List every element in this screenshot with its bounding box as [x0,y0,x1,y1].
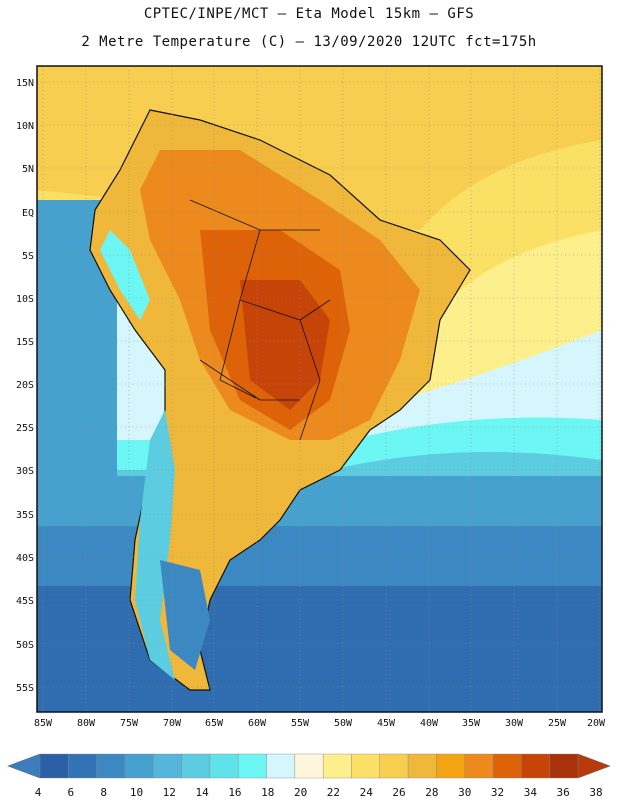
colorbar-label: 20 [294,786,307,799]
lon-label: 50W [334,718,353,729]
lat-label: 25S [16,423,34,434]
latitude-labels: 15N 10N 5N EQ 5S 10S 15S 20S 25S 30S 35S… [16,78,34,694]
colorbar-right-triangle [577,753,611,779]
colorbar-swatch [294,753,324,779]
lat-label: 15S [16,337,34,348]
lat-label: 45S [16,596,34,607]
map-frame [36,65,603,713]
colorbar-label: 30 [458,786,471,799]
lat-label: 20S [16,380,34,391]
colorbar-label: 14 [195,786,209,799]
lon-label: 55W [291,718,310,729]
colorbar-label: 22 [327,786,340,799]
colorbar-label: 18 [261,786,274,799]
colorbar-swatch [492,753,522,779]
lon-label: 80W [77,718,96,729]
patagonia-cold [160,560,210,670]
lat-label: EQ [22,208,34,219]
colorbar-swatch [181,753,211,779]
lon-label: 65W [205,718,224,729]
lat-label: 50S [16,640,34,651]
colorbar-swatch [96,753,126,779]
colorbar-swatch [464,753,494,779]
lat-label: 5S [22,251,34,262]
title-line-1: CPTEC/INPE/MCT – Eta Model 15km – GFS [143,6,475,22]
lon-label: 30W [505,718,524,729]
colorbar-swatch [124,753,154,779]
colorbar-label: 16 [228,786,241,799]
colorbar-label: 4 [35,786,42,799]
lat-label: 15N [16,78,34,89]
andes-cold [135,410,175,680]
longitude-labels: 85W 80W 75W 70W 65W 60W 55W 50W 45W 40W … [34,718,606,729]
colorbar-label: 12 [163,786,176,799]
lon-label: 70W [163,718,182,729]
colorbar-swatch [266,753,296,779]
country-borders [189,199,331,441]
colorbar-swatch [407,753,437,779]
andes-north-cold [100,230,150,320]
colorbar-left-triangle [7,753,41,779]
colorbar-swatch [39,753,69,779]
lon-label: 40W [420,718,439,729]
colorbar-label: 38 [589,786,602,799]
lat-label: 35S [16,510,34,521]
colorbar-label: 10 [130,786,143,799]
lon-label: 75W [120,718,139,729]
lon-label: 35W [462,718,481,729]
lat-label: 10N [16,121,34,132]
lat-label: 40S [16,553,34,564]
colorbar-swatch [379,753,409,779]
lat-label: 5N [22,164,34,175]
map-field [37,66,602,712]
lon-label: 25W [548,718,567,729]
colorbar-swatch [153,753,182,779]
colorbar-label: 24 [360,786,374,799]
colorbar-label: 6 [68,786,75,799]
lat-label: 10S [16,294,34,305]
colorbar-swatch [436,753,465,779]
colorbar-label: 28 [425,786,438,799]
lat-label: 55S [16,683,34,694]
lat-label: 30S [16,466,34,477]
colorbar-swatch [209,753,239,779]
colorbar-swatch [521,753,550,779]
colorbar-label: 32 [491,786,504,799]
colorbar-swatch [238,753,267,779]
colorbar-label: 26 [392,786,405,799]
colorbar-label: 8 [100,786,107,799]
hot-zone-38 [240,280,330,410]
lon-label: 85W [34,718,53,729]
colorbar-swatch [68,753,97,779]
title-line-2: 2 Metre Temperature (C) – 13/09/2020 12U… [81,34,537,50]
colorbar-label: 36 [557,786,570,799]
lon-label: 45W [377,718,396,729]
colorbar-swatch [549,753,579,779]
lon-label: 60W [248,718,267,729]
colorbar-swatch [322,753,352,779]
colorbar-label: 34 [524,786,538,799]
colorbar-swatch [351,753,380,779]
lon-label: 20W [587,718,606,729]
colorbar: 4 6 8 10 12 14 16 18 20 22 24 26 28 30 32 34 36 38 [7,753,611,799]
